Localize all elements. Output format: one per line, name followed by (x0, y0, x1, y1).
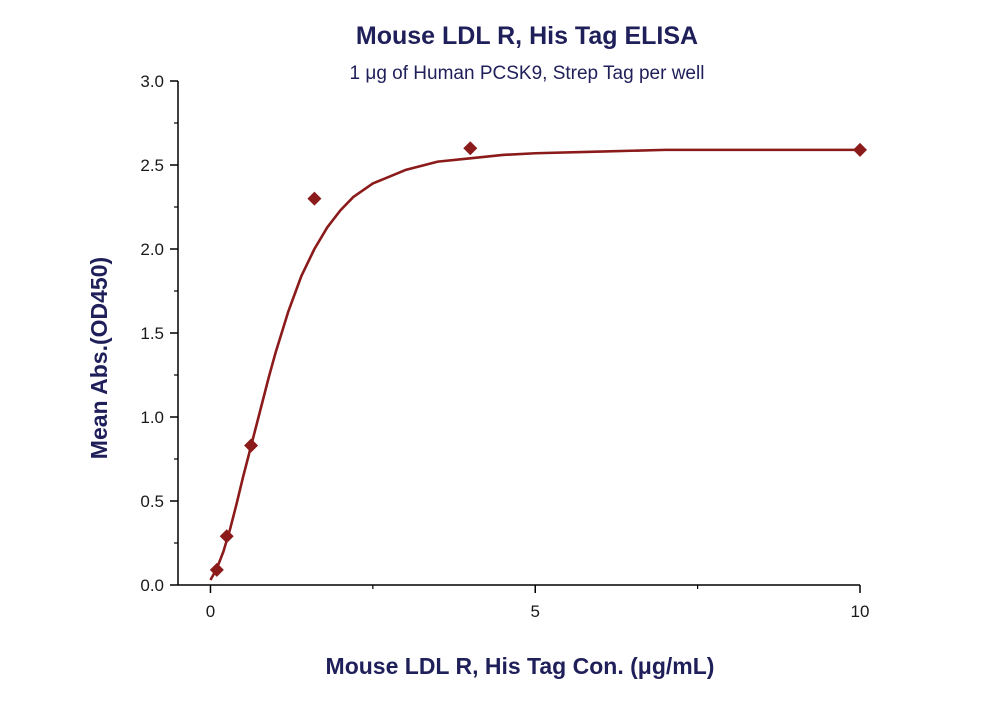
y-tick-label: 2.0 (140, 240, 164, 259)
y-tick-label: 1.5 (140, 324, 164, 343)
y-tick-label: 0.5 (140, 492, 164, 511)
y-tick-label: 1.0 (140, 408, 164, 427)
x-tick-label: 10 (851, 602, 870, 621)
y-tick-label: 0.0 (140, 576, 164, 595)
chart-title: Mouse LDL R, His Tag ELISA (356, 22, 698, 50)
data-point (219, 529, 234, 544)
data-point (463, 141, 478, 156)
x-tick-label: 5 (531, 602, 540, 621)
fit-curve (209, 148, 860, 581)
data-point (307, 191, 322, 206)
x-tick-label: 0 (206, 602, 215, 621)
data-point (853, 142, 867, 157)
y-tick-label: 3.0 (140, 72, 164, 91)
axes: 0.0 0.5 1.0 1.5 2.0 2.5 3.0 0 5 10 (140, 72, 869, 621)
data-points-layer (209, 141, 867, 577)
y-axis-title: Mean Abs.(OD450) (86, 257, 112, 459)
y-tick-label: 2.5 (140, 156, 164, 175)
chart-subtitle: 1 μg of Human PCSK9, Strep Tag per well (350, 63, 705, 84)
data-point (244, 438, 259, 453)
fit-curve-layer (209, 148, 860, 581)
x-axis-title: Mouse LDL R, His Tag Con. (μg/mL) (326, 653, 715, 679)
data-point (209, 562, 224, 577)
